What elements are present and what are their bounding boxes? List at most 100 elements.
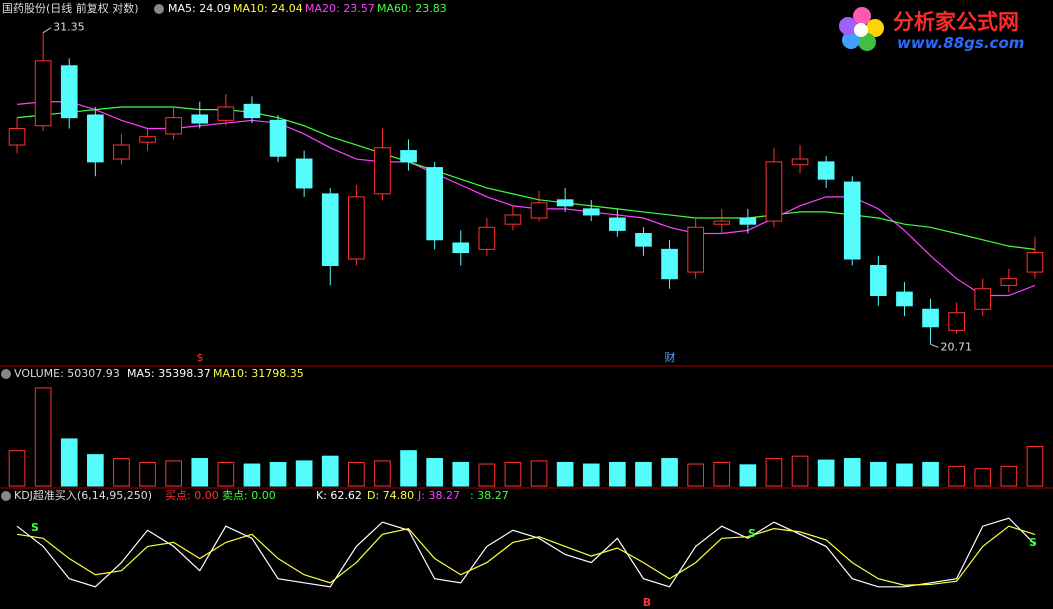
candle-body bbox=[582, 208, 600, 216]
volume-bar bbox=[243, 463, 261, 487]
annotation-leader bbox=[42, 27, 52, 34]
candle-body bbox=[113, 144, 130, 160]
volume-bar bbox=[321, 455, 339, 487]
volume-bar bbox=[556, 461, 574, 487]
settings-icon[interactable] bbox=[154, 4, 164, 14]
price-annotation: 31.35 bbox=[53, 21, 85, 34]
volume-bar bbox=[269, 461, 287, 487]
volume-bar bbox=[739, 464, 757, 487]
candle-body bbox=[896, 291, 913, 307]
volume-bar bbox=[635, 461, 652, 487]
candle-body bbox=[269, 119, 287, 157]
volume-bar bbox=[609, 461, 626, 487]
candle-body bbox=[609, 217, 626, 231]
candle-body bbox=[504, 214, 522, 225]
candle-body bbox=[374, 147, 391, 195]
volume-bar bbox=[713, 461, 731, 487]
indicator-line bbox=[16, 525, 1036, 586]
candle-body bbox=[60, 65, 78, 119]
candle-body bbox=[34, 60, 52, 127]
candle-body bbox=[452, 242, 470, 254]
watermark-title: 分析家公式网 bbox=[893, 10, 1019, 34]
chart-title: 国药股份(日线 前复权 对数) bbox=[2, 1, 139, 15]
candle-body bbox=[191, 114, 209, 124]
volume-bar bbox=[400, 450, 417, 487]
volume-bar bbox=[791, 455, 809, 487]
candle-body bbox=[217, 106, 235, 121]
event-marker: 财 bbox=[665, 350, 676, 364]
volume-bar bbox=[295, 460, 313, 487]
volume-bar bbox=[34, 387, 52, 487]
candle-body bbox=[530, 202, 548, 219]
volume-title: VOLUME: 50307.93 bbox=[14, 367, 120, 380]
event-marker: $ bbox=[197, 351, 204, 364]
volume-bar bbox=[922, 461, 939, 487]
annotation-leader bbox=[930, 343, 939, 348]
signal-marker: S bbox=[748, 527, 756, 540]
watermark-url: www.88gs.com bbox=[897, 34, 1025, 52]
legend-entry: MA10: 31798.35 bbox=[213, 367, 304, 380]
settings-icon[interactable] bbox=[1, 491, 11, 501]
volume-bar bbox=[191, 458, 209, 487]
volume-bar bbox=[452, 461, 470, 487]
candle-body bbox=[348, 196, 365, 260]
candle-body bbox=[922, 308, 939, 328]
indicator-line bbox=[16, 101, 1036, 297]
candle-body bbox=[635, 233, 652, 247]
volume-bar bbox=[896, 463, 913, 487]
volume-bar bbox=[582, 463, 600, 487]
volume-bar bbox=[60, 438, 78, 487]
volume-bar bbox=[843, 458, 861, 487]
volume-bar bbox=[1026, 446, 1044, 487]
volume-bar bbox=[1000, 465, 1018, 487]
indicator-line bbox=[16, 106, 1036, 250]
legend-entry: D: 74.80 bbox=[367, 489, 414, 502]
candle-body bbox=[661, 248, 678, 280]
signal-marker: B bbox=[643, 596, 651, 609]
candle-body bbox=[843, 181, 861, 260]
candle-body bbox=[139, 136, 156, 143]
signal-marker: S bbox=[31, 521, 39, 534]
volume-bar bbox=[817, 459, 835, 487]
candle-body bbox=[687, 226, 704, 273]
candle-body bbox=[400, 150, 417, 163]
price-annotation: 20.71 bbox=[941, 340, 973, 353]
candle-body bbox=[948, 312, 965, 331]
legend-entry: MA5: 35398.37 bbox=[127, 367, 211, 380]
volume-bar bbox=[348, 461, 365, 487]
candle-body bbox=[87, 114, 104, 163]
candle-body bbox=[1026, 252, 1044, 273]
legend-entry: MA20: 23.57 bbox=[305, 2, 375, 15]
legend-entry: 买点: 0.00 bbox=[165, 489, 219, 502]
candle-body bbox=[870, 265, 887, 297]
candle-body bbox=[295, 158, 313, 189]
candle-body bbox=[165, 117, 182, 135]
candle-body bbox=[817, 161, 835, 180]
candle-body bbox=[556, 199, 574, 207]
volume-bar bbox=[374, 460, 391, 487]
indicator-line bbox=[16, 517, 1036, 588]
legend-entry: MA10: 24.04 bbox=[233, 2, 303, 15]
volume-bar bbox=[687, 463, 704, 487]
logo bbox=[839, 7, 884, 51]
candle-body bbox=[478, 226, 496, 250]
settings-icon[interactable] bbox=[1, 369, 11, 379]
candle-body bbox=[739, 217, 757, 225]
volume-bar bbox=[765, 458, 783, 487]
candle-body bbox=[243, 103, 261, 119]
legend-entry: : 38.27 bbox=[470, 489, 509, 502]
kdj-title: KDJ超准买入(6,14,95,250) bbox=[14, 488, 152, 502]
legend-entry: MA5: 24.09 bbox=[168, 2, 231, 15]
candle-body bbox=[8, 127, 26, 146]
volume-bar bbox=[661, 458, 678, 487]
volume-bar bbox=[165, 460, 182, 487]
candle-body bbox=[713, 220, 731, 225]
candle-body bbox=[974, 288, 992, 310]
volume-bar bbox=[217, 461, 235, 487]
legend-entry: K: 62.62 bbox=[316, 489, 362, 502]
volume-bar bbox=[478, 463, 496, 487]
candle-body bbox=[791, 158, 809, 166]
volume-bar bbox=[530, 460, 548, 487]
volume-bar bbox=[948, 465, 965, 487]
